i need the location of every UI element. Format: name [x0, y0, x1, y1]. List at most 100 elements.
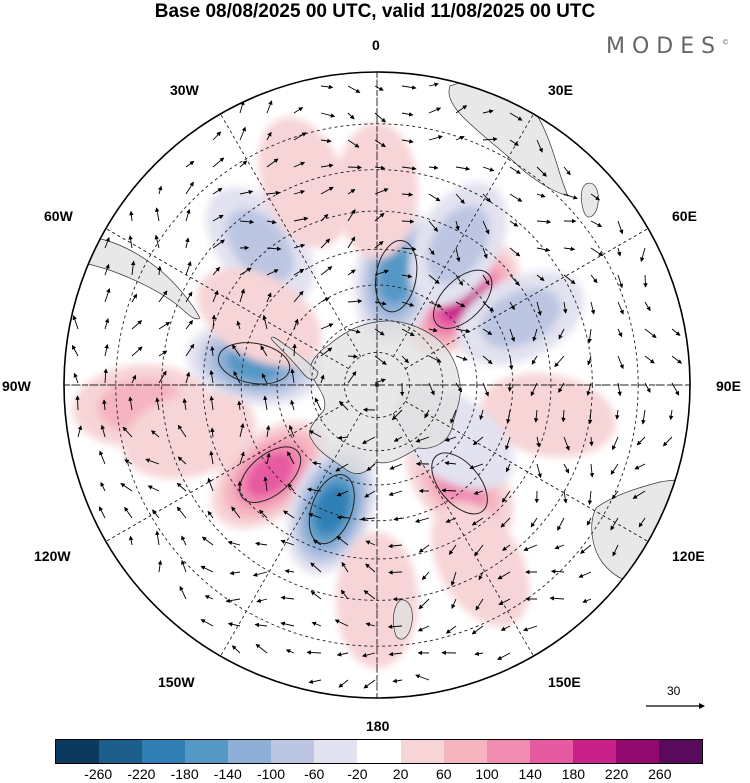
wind-vector	[312, 539, 322, 546]
wind-vector	[347, 85, 361, 93]
wind-vector	[455, 166, 471, 171]
wind-vector	[185, 371, 191, 384]
wind-vector	[401, 301, 415, 307]
wind-vector	[310, 562, 322, 573]
lon-label-150w: 150W	[158, 674, 195, 690]
wind-vector	[158, 350, 168, 357]
wind-vector	[261, 373, 268, 384]
wind-vector	[237, 400, 242, 411]
wind-vector	[204, 595, 214, 600]
wind-vector	[120, 483, 133, 492]
color-scale-swatch-4	[228, 740, 272, 763]
wind-vector	[209, 395, 214, 411]
color-scale-tick-label: 260	[648, 766, 672, 782]
wind-vector	[239, 160, 248, 168]
wind-vector	[509, 274, 520, 286]
wind-vector	[100, 481, 106, 492]
wind-vector	[387, 624, 403, 629]
wind-vector	[586, 517, 592, 526]
wind-vector	[231, 645, 241, 654]
wind-vector	[388, 570, 403, 575]
wind-vector	[239, 219, 255, 225]
wind-vector	[239, 423, 245, 438]
wind-vector	[185, 181, 194, 195]
wind-vector	[157, 265, 162, 276]
wind-vector	[131, 320, 143, 330]
wind-vector	[104, 343, 109, 357]
wind-vector	[563, 463, 570, 474]
wind-vector	[266, 100, 273, 114]
wind-vector	[181, 559, 187, 573]
wind-vector	[374, 241, 384, 249]
color-scale-tick-label: -140	[213, 766, 242, 782]
wind-vector	[424, 409, 430, 419]
color-scale-swatch-6	[314, 740, 358, 763]
wind-vector	[501, 490, 511, 503]
wind-vector	[263, 476, 268, 492]
wind-vector	[158, 321, 171, 330]
wind-vector	[415, 436, 430, 443]
anomaly-contour-3	[239, 446, 302, 503]
reference-vector-label: 30	[667, 684, 681, 698]
wind-vector	[428, 327, 438, 333]
wind-vector	[421, 571, 430, 581]
wind-vector	[536, 301, 542, 316]
wind-vector	[498, 598, 511, 606]
wind-vector-layer	[72, 82, 683, 689]
wind-vector	[185, 291, 193, 303]
lon-label-120w: 120W	[34, 548, 71, 564]
wind-vector	[497, 571, 511, 580]
wind-vector	[563, 246, 576, 252]
wind-vector	[455, 382, 463, 393]
wind-vector	[334, 619, 349, 627]
wind-vector	[335, 463, 349, 472]
wind-vector	[336, 515, 349, 520]
meridian-line	[405, 228, 649, 370]
wind-vector	[227, 622, 241, 627]
wind-vector	[320, 238, 331, 249]
wind-vector	[310, 590, 322, 600]
wind-vector	[450, 409, 457, 424]
modes-logo: MODES©	[606, 34, 729, 59]
wind-vector	[641, 409, 646, 425]
wind-vector	[347, 139, 360, 148]
color-scale-tick-label: -220	[127, 766, 156, 782]
wind-vector	[154, 234, 160, 249]
wind-vector	[374, 301, 387, 306]
color-scale-swatch-12	[572, 740, 616, 763]
color-scale-swatch-3	[185, 740, 229, 763]
lon-label-0: 0	[372, 37, 380, 53]
wind-vector	[347, 112, 355, 120]
wind-vector	[155, 397, 160, 411]
color-scale-tick-label: 180	[561, 766, 586, 782]
wind-vector	[508, 355, 514, 370]
wind-vector	[617, 382, 622, 397]
wind-vector	[616, 247, 622, 257]
wind-vector	[131, 293, 138, 303]
wind-vector	[617, 355, 624, 370]
wind-vector	[533, 409, 539, 423]
wind-vector	[260, 345, 268, 357]
wind-vector	[231, 506, 241, 519]
wind-vector	[389, 463, 403, 470]
wind-vector	[179, 585, 187, 600]
wind-vector	[401, 246, 417, 252]
logo-copyright-mark: ©	[722, 38, 730, 47]
wind-vector	[444, 460, 457, 466]
wind-vector	[393, 436, 403, 442]
color-scale-swatch-5	[271, 740, 315, 763]
wind-vector	[401, 166, 417, 171]
wind-vector	[374, 269, 389, 276]
wind-vector	[232, 344, 241, 357]
wind-vector	[293, 290, 304, 303]
wind-vector	[482, 109, 494, 114]
wind-vector	[580, 544, 592, 554]
color-scale-tick-label: 220	[604, 766, 629, 782]
wind-vector	[266, 269, 279, 276]
wind-vector	[283, 510, 295, 519]
wind-vector	[293, 216, 309, 222]
wind-vector	[308, 679, 322, 684]
new-zealand-island	[393, 599, 413, 640]
wind-vector	[638, 517, 646, 528]
wind-vector	[361, 652, 376, 658]
